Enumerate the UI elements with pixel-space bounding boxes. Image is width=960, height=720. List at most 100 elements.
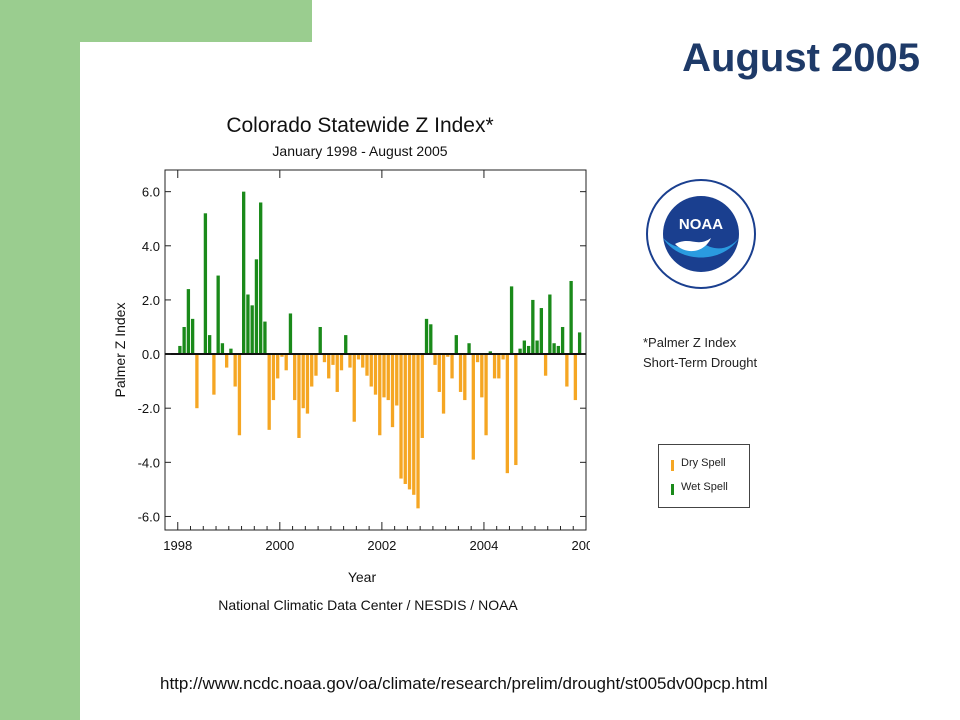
bar-wet — [182, 326, 186, 355]
note-line-1: *Palmer Z Index — [643, 335, 737, 350]
bar-dry — [233, 354, 237, 387]
bar-dry — [416, 354, 420, 509]
logo-disc — [663, 196, 739, 272]
y-tick-label: 2.0 — [142, 293, 160, 308]
bar-dry — [463, 354, 467, 401]
bar-wet — [509, 286, 514, 355]
bar-dry — [297, 354, 301, 438]
bar-wet — [259, 202, 263, 355]
bar-wet — [229, 348, 233, 355]
y-axis: 6.0 4.0 2.0 0.0 -2.0 -4.0 -6.0 — [138, 185, 586, 524]
x-axis-label: Year — [348, 569, 377, 585]
bar-wet — [577, 332, 582, 355]
bar-dry — [301, 354, 305, 409]
bar-wet — [569, 280, 573, 355]
bar-wet — [539, 308, 544, 355]
bar-dry — [293, 354, 297, 401]
x-tick-label: 2000 — [265, 538, 294, 553]
bar-dry — [373, 354, 378, 395]
bar-wet — [535, 340, 539, 355]
legend-swatch-wet — [671, 484, 674, 495]
bar-dry — [458, 354, 463, 392]
bar-dry — [505, 354, 509, 474]
noaa-logo: NOAA — [646, 179, 756, 289]
y-tick-label: 6.0 — [142, 185, 160, 200]
bars-group — [178, 191, 582, 509]
bar-dry — [501, 354, 505, 360]
bar-wet — [526, 345, 531, 355]
x-tick-label: 2004 — [469, 538, 498, 553]
logo-bird-icon — [675, 238, 711, 252]
legend-label-wet: Wet Spell — [681, 481, 728, 493]
index-note: *Palmer Z Index Short-Term Drought — [643, 333, 757, 373]
bar-wet — [190, 318, 195, 355]
bar-dry — [331, 354, 335, 365]
x-tick-label: 2006 — [572, 538, 590, 553]
x-tick-label: 1998 — [163, 538, 192, 553]
bar-dry — [573, 354, 578, 401]
bar-dry — [195, 354, 199, 409]
logo-text: NOAA — [679, 216, 723, 233]
bar-dry — [543, 354, 548, 376]
x-axis: 1998 2000 2002 2004 2006 — [163, 170, 590, 553]
bar-wet — [518, 348, 522, 355]
legend-label-dry: Dry Spell — [681, 457, 726, 469]
bar-wet — [254, 259, 259, 355]
y-tick-label: 4.0 — [142, 239, 160, 254]
bar-wet — [454, 335, 458, 355]
bar-dry — [471, 354, 475, 460]
bar-dry — [225, 354, 229, 368]
bar-wet — [186, 289, 191, 355]
bar-dry — [403, 354, 407, 484]
bar-dry — [271, 354, 276, 401]
bar-dry — [446, 354, 450, 357]
bar-dry — [407, 354, 412, 490]
bar-dry — [441, 354, 446, 414]
bar-wet — [467, 343, 471, 355]
bar-wet — [178, 345, 182, 355]
bar-dry — [450, 354, 454, 379]
bar-dry — [497, 354, 501, 379]
bar-dry — [420, 354, 424, 438]
bar-dry — [386, 354, 390, 401]
chart-subtitle: January 1998 - August 2005 — [272, 143, 447, 159]
note-line-2: Short-Term Drought — [643, 355, 758, 370]
bar-dry — [276, 354, 280, 379]
bar-dry — [382, 354, 386, 398]
bar-dry — [565, 354, 569, 387]
y-tick-label: -2.0 — [138, 401, 160, 416]
bar-dry — [390, 354, 395, 428]
bar-wet — [548, 294, 552, 355]
bar-wet — [246, 294, 250, 355]
bar-dry — [399, 354, 403, 479]
chart-title: Colorado Statewide Z Index* — [226, 114, 493, 137]
accent-band-left — [0, 0, 80, 720]
bar-dry — [280, 354, 284, 357]
bar-wet — [429, 324, 433, 355]
bar-wet — [556, 345, 561, 355]
bar-wet — [552, 343, 556, 355]
bar-wet — [250, 305, 254, 355]
bar-dry — [412, 354, 416, 495]
bar-dry — [484, 354, 488, 436]
z-index-chart: Colorado Statewide Z Index* January 1998… — [112, 114, 590, 613]
bar-wet — [488, 351, 492, 355]
bar-dry — [433, 354, 437, 365]
bar-dry — [369, 354, 373, 387]
bar-dry — [335, 354, 339, 392]
bar-wet — [242, 191, 246, 355]
y-tick-label: 0.0 — [142, 347, 160, 362]
bar-wet — [560, 326, 565, 355]
bar-wet — [531, 299, 535, 355]
bar-dry — [339, 354, 344, 371]
chart-credit: National Climatic Data Center / NESDIS /… — [218, 597, 518, 613]
bar-dry — [212, 354, 216, 395]
bar-dry — [437, 354, 441, 392]
bar-wet — [263, 321, 267, 355]
plot-frame — [164, 169, 587, 531]
bar-dry — [284, 354, 288, 371]
bar-dry — [267, 354, 271, 430]
bar-dry — [305, 354, 310, 414]
x-tick-label: 2002 — [367, 538, 396, 553]
bar-wet — [220, 343, 225, 355]
